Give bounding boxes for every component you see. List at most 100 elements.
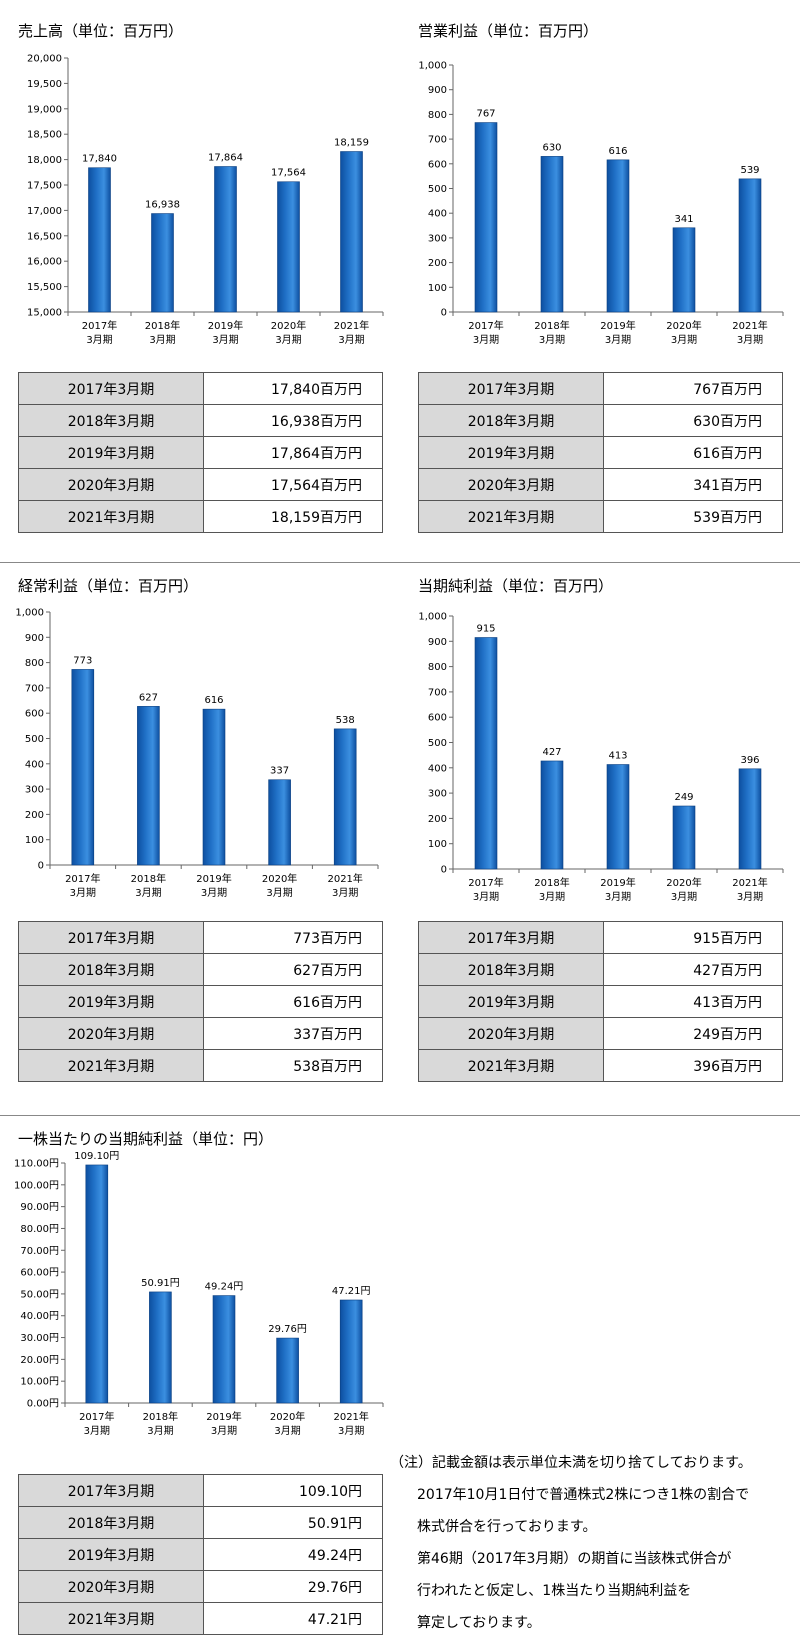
table-row: 2020年3月期 341百万円 xyxy=(418,468,783,501)
ordinary-income-title: 経常利益（単位：百万円） xyxy=(18,577,199,595)
table-row: 2018年3月期 50.91円 xyxy=(18,1506,383,1539)
bar xyxy=(340,151,363,313)
bar xyxy=(540,760,564,870)
y-tick-label: 16,000 xyxy=(27,257,62,268)
period-cell: 2021年3月期 xyxy=(418,1049,604,1082)
x-tick-label: 3月期 xyxy=(332,887,358,899)
x-tick-label: 2017年 xyxy=(65,872,100,885)
bar xyxy=(85,1164,109,1404)
x-tick-label: 2019年 xyxy=(206,1410,241,1423)
data-label: 29.76円 xyxy=(268,1324,307,1335)
ordinary-income-table: 2017年3月期 773百万円 2018年3月期 627百万円 2019年3月期 616百… xyxy=(18,921,383,1082)
y-tick-label: 16,500 xyxy=(27,231,62,242)
x-tick-label: 3月期 xyxy=(70,887,96,899)
data-label: 337 xyxy=(270,766,289,777)
x-tick-label: 2018年 xyxy=(143,1410,178,1423)
y-tick-label: 700 xyxy=(428,135,447,146)
x-tick-label: 3月期 xyxy=(147,1425,173,1437)
y-tick-label: 1,000 xyxy=(15,608,44,619)
sales-chart: 15,000 15,500 16,000 16,500 17,000 17,500 18,0… xyxy=(27,54,384,346)
table-row: 2020年3月期 17,564百万円 xyxy=(18,468,383,501)
footnote-line: 2017年10月1日付で普通株式2株につき1株の割合で xyxy=(417,1487,750,1503)
y-tick-label: 800 xyxy=(25,658,44,669)
value-cell: 17,840百万円 xyxy=(203,372,383,405)
net-income-title: 当期純利益（単位：百万円） xyxy=(418,577,614,595)
eps-title: 一株当たりの当期純利益（単位：円） xyxy=(18,1130,274,1148)
divider-2 xyxy=(0,1115,800,1116)
y-tick-label: 60.00円 xyxy=(20,1268,59,1279)
y-tick-label: 15,500 xyxy=(27,282,62,293)
value-cell: 539百万円 xyxy=(603,500,783,533)
data-label: 18,159 xyxy=(334,138,369,149)
value-cell: 767百万円 xyxy=(603,372,783,405)
value-cell: 17,564百万円 xyxy=(203,468,383,501)
x-tick-label: 3月期 xyxy=(338,1425,364,1437)
y-tick-label: 20.00円 xyxy=(20,1355,59,1366)
bar xyxy=(738,178,762,313)
eps-table: 2017年3月期 109.10円 2018年3月期 50.91円 2019年3月期 49.… xyxy=(18,1474,383,1635)
y-tick-label: 300 xyxy=(428,233,447,244)
x-tick-label: 2021年 xyxy=(732,876,767,889)
table-row: 2019年3月期 616百万円 xyxy=(418,436,783,469)
bar xyxy=(606,764,630,870)
data-label: 630 xyxy=(542,142,561,153)
y-tick-label: 700 xyxy=(428,687,447,698)
y-tick-label: 500 xyxy=(428,184,447,195)
data-label: 47.21円 xyxy=(332,1286,371,1297)
x-tick-label: 2021年 xyxy=(334,319,369,332)
x-tick-label: 3月期 xyxy=(201,887,227,899)
data-label: 413 xyxy=(608,751,627,762)
table-row: 2020年3月期 249百万円 xyxy=(418,1017,783,1050)
period-cell: 2017年3月期 xyxy=(418,921,604,954)
period-cell: 2018年3月期 xyxy=(18,404,204,437)
x-tick-label: 3月期 xyxy=(737,891,763,903)
y-tick-label: 17,500 xyxy=(27,181,62,192)
y-tick-label: 19,500 xyxy=(27,79,62,90)
bar xyxy=(88,167,111,313)
y-tick-label: 500 xyxy=(25,734,44,745)
value-cell: 50.91円 xyxy=(203,1506,383,1539)
period-cell: 2020年3月期 xyxy=(418,468,604,501)
period-cell: 2017年3月期 xyxy=(18,921,204,954)
data-label: 767 xyxy=(476,109,495,120)
eps-chart: 0.00円 10.00円 20.00円 30.00円 40.00円 50.00円 60.00… xyxy=(14,1151,384,1437)
bar xyxy=(339,1299,363,1404)
y-tick-label: 600 xyxy=(428,159,447,170)
y-tick-label: 400 xyxy=(428,763,447,774)
x-tick-label: 2020年 xyxy=(262,872,297,885)
table-row: 2018年3月期 427百万円 xyxy=(418,953,783,986)
y-tick-label: 50.00円 xyxy=(20,1289,59,1300)
table-row: 2021年3月期 18,159百万円 xyxy=(18,500,383,533)
y-tick-label: 600 xyxy=(25,709,44,720)
data-label: 773 xyxy=(73,655,92,666)
bar xyxy=(268,779,291,866)
y-tick-label: 100 xyxy=(428,283,447,294)
bar xyxy=(672,227,696,313)
x-tick-label: 3月期 xyxy=(737,334,763,346)
net-income-table: 2017年3月期 915百万円 2018年3月期 427百万円 2019年3月期 413百… xyxy=(418,921,783,1082)
bar xyxy=(606,159,630,313)
divider-1 xyxy=(0,562,800,563)
data-label: 427 xyxy=(542,747,561,758)
data-label: 17,840 xyxy=(82,154,117,165)
x-tick-label: 3月期 xyxy=(539,891,565,903)
sales-table: 2017年3月期 17,840百万円 2018年3月期 16,938百万円 2019年3… xyxy=(18,372,383,533)
period-cell: 2019年3月期 xyxy=(18,985,204,1018)
x-tick-label: 2018年 xyxy=(131,872,166,885)
value-cell: 616百万円 xyxy=(203,985,383,1018)
footnote-line: 算定しております。 xyxy=(417,1615,541,1631)
value-cell: 915百万円 xyxy=(603,921,783,954)
y-tick-label: 100.00円 xyxy=(14,1180,59,1191)
table-row: 2018年3月期 630百万円 xyxy=(418,404,783,437)
data-label: 915 xyxy=(476,624,495,635)
table-row: 2019年3月期 616百万円 xyxy=(18,985,383,1018)
value-cell: 341百万円 xyxy=(603,468,783,501)
data-label: 249 xyxy=(674,792,693,803)
sales-title: 売上高（単位：百万円） xyxy=(18,22,184,40)
operating-income-title: 営業利益（単位：百万円） xyxy=(418,22,599,40)
y-tick-label: 800 xyxy=(428,662,447,673)
y-tick-label: 800 xyxy=(428,110,447,121)
y-tick-label: 10.00円 xyxy=(20,1377,59,1388)
net-income-chart: 0 100 200 300 400 500 600 700 800 900 1,000 915 2017… xyxy=(418,612,784,903)
value-cell: 18,159百万円 xyxy=(203,500,383,533)
